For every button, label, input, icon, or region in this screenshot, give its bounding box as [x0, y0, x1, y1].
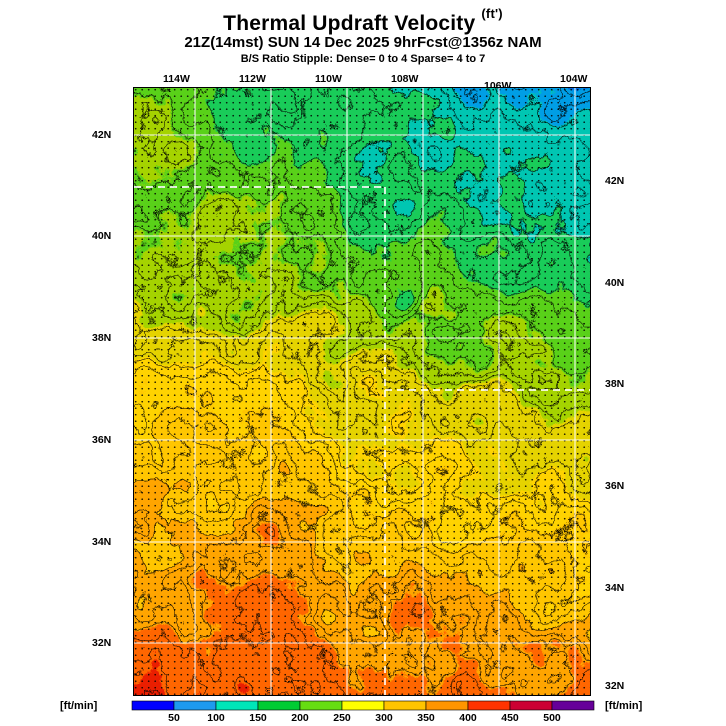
svg-text:300: 300 — [375, 712, 393, 724]
svg-text:150: 150 — [249, 712, 267, 724]
svg-text:100: 100 — [207, 712, 225, 724]
svg-text:450: 450 — [501, 712, 519, 724]
svg-text:500: 500 — [543, 712, 561, 724]
svg-text:350: 350 — [417, 712, 435, 724]
svg-text:50: 50 — [168, 712, 180, 724]
svg-text:400: 400 — [459, 712, 477, 724]
svg-text:250: 250 — [333, 712, 351, 724]
svg-text:200: 200 — [291, 712, 309, 724]
